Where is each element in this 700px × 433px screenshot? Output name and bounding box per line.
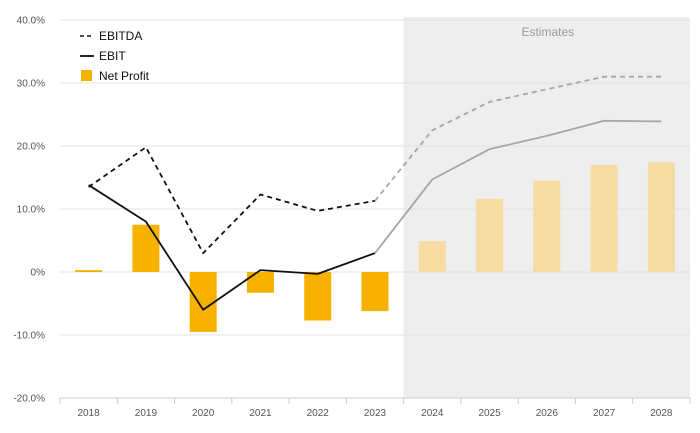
x-tick-label: 2026 [536, 408, 559, 419]
y-tick-label: -10.0% [13, 331, 45, 342]
y-tick-label: -20.0% [13, 394, 45, 405]
line-ebitda-estimate [374, 75, 662, 202]
x-tick-label: 2022 [307, 408, 330, 419]
bar-net-profit-2023 [361, 272, 389, 312]
bar-net-profit-2028 [647, 162, 675, 272]
line-ebit-estimate [374, 119, 662, 254]
x-tick-label: 2020 [192, 408, 215, 419]
y-tick-label: 30.0% [17, 79, 45, 90]
y-tick-label: 10.0% [17, 205, 45, 216]
legend: EBITDA EBIT Net Profit [80, 29, 150, 83]
y-tick-label: 20.0% [17, 142, 45, 153]
series-lines [88, 75, 662, 311]
bar-net-profit-2021 [246, 272, 274, 293]
line-ebit-actual [88, 184, 376, 311]
x-axis: 2018 2019 2020 2021 2022 2023 2024 2025 2026 2027… [59, 397, 691, 419]
y-axis-ticks: 40.0% 30.0% 20.0% 10.0% 0% -10.0% -20.0% [13, 16, 45, 405]
estimates-label: Estimates [521, 25, 574, 39]
bar-net-profit-2022 [304, 272, 332, 321]
x-tick-label: 2019 [135, 408, 158, 419]
bar-net-profit-2027 [590, 164, 618, 272]
x-tick-label: 2024 [421, 408, 444, 419]
line-ebitda-actual [88, 146, 376, 255]
bar-net-profit-2018 [75, 270, 103, 272]
x-tick-label: 2021 [249, 408, 272, 419]
y-tick-label: 0% [31, 268, 46, 279]
bar-net-profit-2025 [476, 198, 504, 272]
legend-item-ebitda: EBITDA [80, 29, 142, 43]
x-tick-label: 2028 [650, 408, 673, 419]
bar-net-profit-2026 [533, 180, 561, 272]
legend-label-ebit: EBIT [99, 49, 126, 63]
x-tick-label: 2025 [478, 408, 501, 419]
y-tick-label: 40.0% [17, 16, 45, 27]
legend-item-ebit: EBIT [80, 49, 126, 63]
legend-label-ebitda: EBITDA [99, 29, 142, 43]
bar-net-profit-2020 [189, 272, 217, 332]
legend-label-net-profit: Net Profit [99, 69, 150, 83]
bar-net-profit-2019 [132, 224, 160, 272]
x-tick-label: 2027 [593, 408, 616, 419]
bar-net-profit-2024 [418, 241, 446, 272]
legend-item-net-profit: Net Profit [81, 69, 150, 83]
net-profit-bars [75, 162, 675, 332]
grid-lines [60, 19, 690, 336]
legend-swatch-net-profit [81, 70, 92, 81]
x-tick-label: 2023 [364, 408, 387, 419]
x-tick-label: 2018 [78, 408, 101, 419]
